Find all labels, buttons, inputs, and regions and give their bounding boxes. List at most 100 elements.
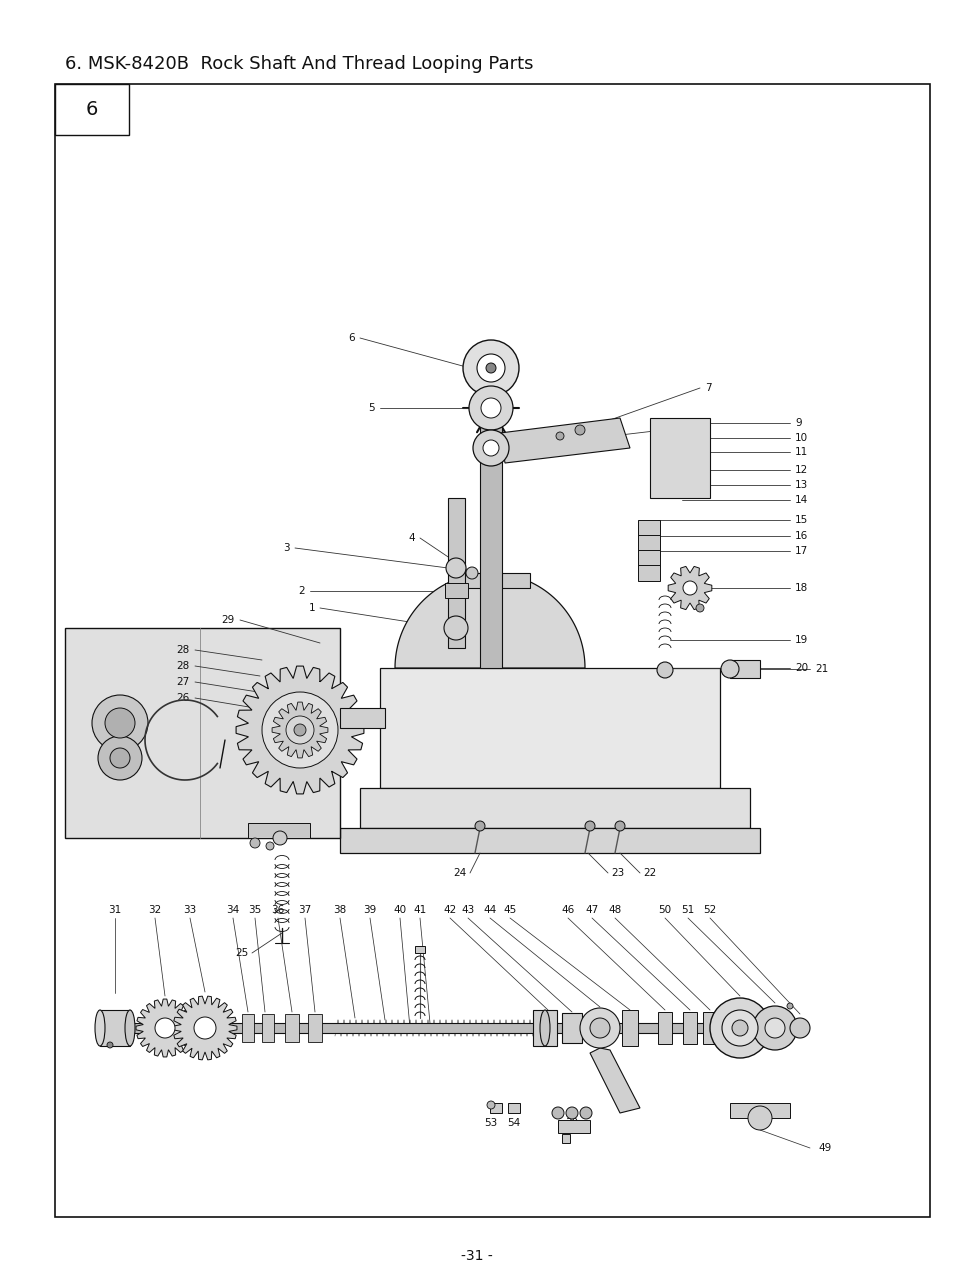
Circle shape	[575, 425, 584, 435]
Text: 51: 51	[680, 905, 694, 914]
Text: 6: 6	[348, 334, 355, 343]
Circle shape	[250, 838, 260, 848]
Polygon shape	[248, 823, 310, 838]
Circle shape	[154, 1018, 174, 1038]
Polygon shape	[638, 535, 659, 551]
Circle shape	[615, 820, 624, 831]
Polygon shape	[702, 1012, 717, 1045]
Circle shape	[556, 431, 563, 440]
Polygon shape	[285, 1014, 298, 1042]
Circle shape	[657, 662, 672, 677]
Text: 4: 4	[408, 533, 415, 544]
Text: 26: 26	[176, 693, 190, 703]
Text: 13: 13	[794, 480, 807, 489]
Polygon shape	[136, 999, 193, 1057]
Ellipse shape	[125, 1010, 135, 1046]
Text: 6: 6	[86, 100, 98, 118]
Ellipse shape	[95, 1010, 105, 1046]
Text: 43: 43	[461, 905, 475, 914]
Circle shape	[696, 604, 703, 612]
Text: 47: 47	[585, 905, 598, 914]
Polygon shape	[729, 1103, 789, 1118]
Text: 46: 46	[560, 905, 574, 914]
Circle shape	[589, 1018, 609, 1038]
Text: 14: 14	[794, 495, 807, 505]
Text: 20: 20	[794, 663, 807, 674]
Text: 49: 49	[817, 1142, 830, 1153]
Circle shape	[721, 1010, 758, 1046]
Polygon shape	[339, 828, 760, 853]
Polygon shape	[499, 419, 629, 462]
Polygon shape	[100, 1010, 130, 1046]
Circle shape	[107, 1042, 112, 1048]
Text: 33: 33	[183, 905, 196, 914]
Text: 38: 38	[333, 905, 346, 914]
Circle shape	[709, 998, 769, 1057]
Polygon shape	[308, 1014, 322, 1042]
Polygon shape	[729, 659, 760, 677]
Text: 15: 15	[794, 515, 807, 526]
Text: 12: 12	[794, 465, 807, 475]
Circle shape	[473, 430, 509, 466]
Polygon shape	[638, 550, 659, 565]
Text: 28: 28	[176, 661, 190, 671]
Text: 6. MSK-8420B  Rock Shaft And Thread Looping Parts: 6. MSK-8420B Rock Shaft And Thread Loopi…	[65, 55, 533, 73]
Bar	[55, 84, 129, 135]
Polygon shape	[444, 583, 468, 598]
Polygon shape	[561, 1012, 581, 1043]
Circle shape	[480, 398, 500, 419]
Text: 24: 24	[454, 868, 467, 878]
Text: 1: 1	[308, 603, 314, 613]
Circle shape	[552, 1106, 563, 1119]
Circle shape	[443, 616, 468, 640]
Polygon shape	[242, 1014, 253, 1042]
Circle shape	[91, 696, 148, 751]
Text: 39: 39	[363, 905, 376, 914]
Text: 36: 36	[271, 905, 284, 914]
Text: 16: 16	[794, 531, 807, 541]
Text: 42: 42	[443, 905, 456, 914]
Text: 22: 22	[642, 868, 656, 878]
Text: 31: 31	[109, 905, 121, 914]
Text: 37: 37	[298, 905, 312, 914]
Circle shape	[720, 659, 739, 677]
Polygon shape	[638, 520, 659, 536]
Circle shape	[764, 1018, 784, 1038]
Polygon shape	[479, 419, 501, 668]
Circle shape	[482, 440, 498, 456]
Circle shape	[786, 1003, 792, 1009]
Polygon shape	[667, 567, 711, 609]
Text: 17: 17	[794, 546, 807, 556]
Text: 2: 2	[298, 586, 305, 596]
Circle shape	[476, 354, 504, 383]
Circle shape	[579, 1009, 619, 1048]
Polygon shape	[100, 1023, 769, 1033]
Circle shape	[682, 581, 697, 595]
Polygon shape	[589, 1048, 639, 1113]
Text: 45: 45	[503, 905, 517, 914]
Text: 10: 10	[794, 433, 807, 443]
Text: 7: 7	[704, 383, 711, 393]
Text: 34: 34	[226, 905, 239, 914]
Circle shape	[465, 567, 477, 580]
Circle shape	[485, 363, 496, 374]
Polygon shape	[682, 1012, 697, 1045]
Text: 21: 21	[814, 665, 827, 674]
Polygon shape	[65, 629, 339, 838]
Polygon shape	[459, 573, 530, 589]
Text: 9: 9	[794, 419, 801, 428]
Circle shape	[266, 842, 274, 850]
Text: 3: 3	[283, 544, 290, 553]
Polygon shape	[658, 1012, 671, 1045]
Circle shape	[579, 1106, 592, 1119]
Ellipse shape	[539, 1010, 550, 1046]
Circle shape	[462, 340, 518, 395]
Circle shape	[110, 748, 130, 768]
Text: 11: 11	[794, 447, 807, 457]
Circle shape	[262, 692, 337, 768]
Polygon shape	[490, 1103, 501, 1113]
Circle shape	[469, 386, 513, 430]
Bar	[55, 84, 929, 1217]
Text: 23: 23	[610, 868, 623, 878]
Text: 50: 50	[658, 905, 671, 914]
